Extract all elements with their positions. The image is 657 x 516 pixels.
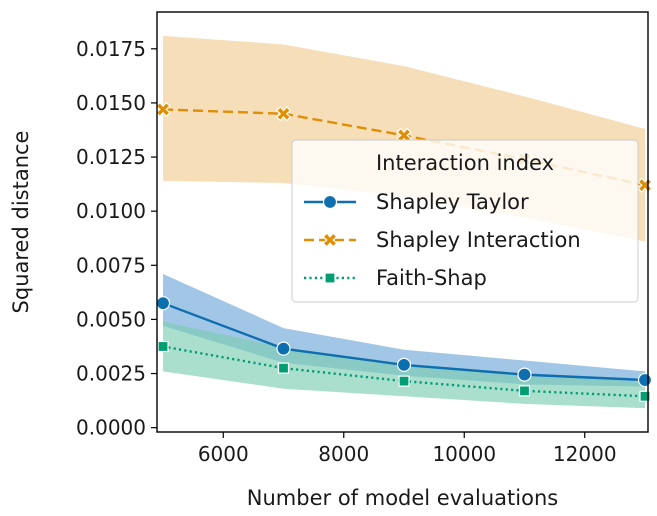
faith-shap-point-1 — [157, 340, 169, 353]
x-tick-label: 10000 — [432, 442, 496, 466]
shapley-taylor-point-3 — [396, 357, 412, 372]
shapley-interaction-legend-label: Shapley Interaction — [376, 228, 581, 252]
y-tick-label: 0.0025 — [76, 362, 146, 386]
faith-shap-legend-label: Faith-Shap — [376, 266, 487, 290]
faith-shap-point-4 — [518, 385, 531, 397]
shapley-interaction-legend-marker — [322, 232, 338, 248]
shapley-taylor-point-4 — [517, 367, 532, 382]
y-tick-label: 0.0000 — [76, 416, 146, 440]
x-tick-label: 8000 — [318, 442, 369, 466]
y-tick-label: 0.0150 — [76, 91, 146, 115]
y-tick-label: 0.0125 — [76, 145, 146, 169]
faith-shap-point-3 — [398, 375, 410, 387]
y-axis-label: Squared distance — [9, 131, 33, 314]
shapley-taylor-point-5 — [637, 372, 653, 388]
faith-shap-point-2 — [277, 362, 290, 374]
shapley-taylor-legend-marker — [322, 194, 338, 210]
legend: Interaction index Shapley TaylorShapley … — [291, 139, 639, 303]
x-axis-label: Number of model evaluations — [247, 486, 558, 510]
plot-frame — [156, 11, 649, 433]
shapley-interaction-point-2 — [275, 106, 292, 122]
y-tick-label: 0.0075 — [76, 253, 146, 277]
shapley-interaction-point-1 — [155, 101, 171, 118]
y-tick-label: 0.0175 — [76, 37, 146, 61]
shapley-interaction-point-3 — [396, 127, 412, 144]
y-tick-label: 0.0050 — [76, 307, 146, 331]
axes — [156, 11, 649, 433]
shapley-taylor-point-2 — [276, 341, 291, 356]
legend-box — [291, 139, 639, 303]
legend-title: Interaction index — [376, 151, 554, 175]
legend-items: Shapley Taylor Shapley Interaction Faith-S… — [304, 190, 581, 290]
shapley-taylor-point-1 — [155, 296, 171, 311]
faith-shap-point-5 — [639, 390, 651, 402]
x-tick-label: 12000 — [553, 442, 617, 466]
x-axis-ticks: 6000 8000 10000 12000 — [198, 432, 617, 466]
shapley-taylor-legend-label: Shapley Taylor — [376, 190, 529, 214]
y-tick-label: 0.0100 — [76, 199, 146, 223]
x-tick-label: 6000 — [198, 442, 249, 466]
y-axis-ticks: 0.0000 0.0025 0.0050 0.0075 0.0100 0.0125 0.01… — [76, 37, 157, 440]
faith-shap-legend-marker — [324, 272, 336, 284]
